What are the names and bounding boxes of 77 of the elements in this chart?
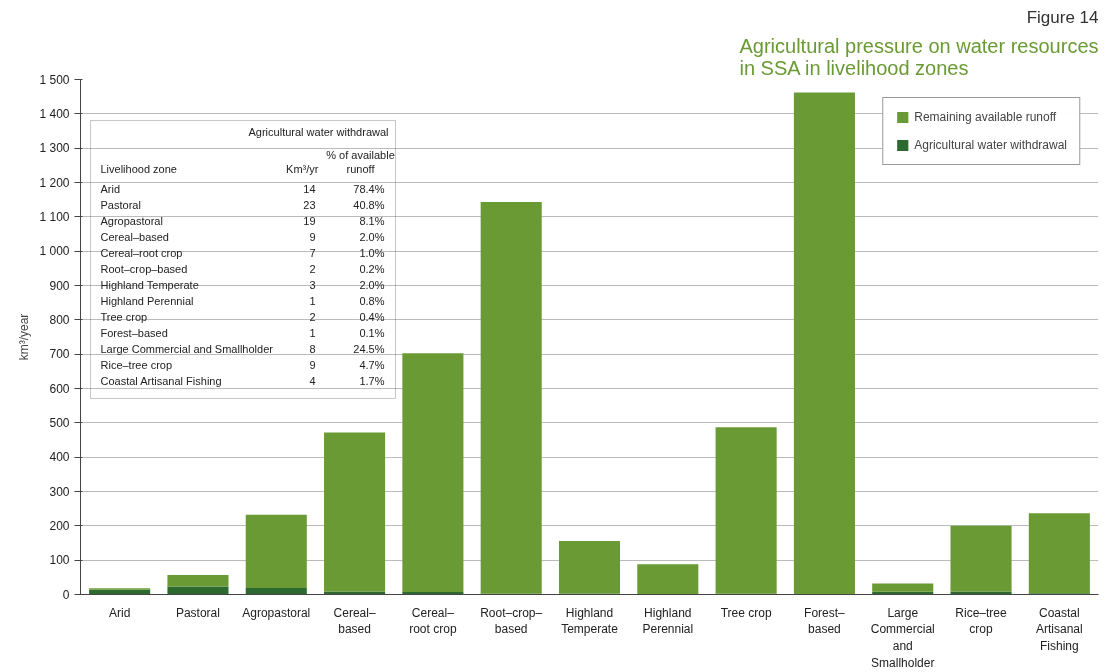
category-label: Arid [100,182,121,195]
y-tick-label: 0 [62,587,70,602]
annotation: 2.0% [359,278,385,291]
x-tick-label: Coastal Artisanal Fishing [1036,605,1083,654]
annotation: Km³/yr [286,162,319,175]
annotation: 1.7% [359,374,385,387]
annotation: 24.5% [353,342,385,355]
annotation: 8 [309,342,316,355]
category-label: Root–crop–based [100,262,188,275]
category-label: Forest–based [100,326,168,339]
y-tick-label: 500 [49,415,70,430]
x-tick-label: Cereal– root crop [409,605,457,637]
annotation: 23 [303,198,316,211]
chart-title: Agricultural pressure on water resources in SSA in livelihood zones [739,34,1099,79]
annotation: 0.2% [359,262,385,275]
x-tick-label: Agropastoral [242,605,311,620]
annotation: 19 [303,214,316,227]
annotation: 9 [309,230,316,243]
x-tick-label: Highland Temperate [561,605,619,637]
annotation: Agricultural water withdrawal [248,125,389,138]
annotation: 1.0% [359,246,385,259]
category-label: Coastal Artisanal Fishing [100,374,222,387]
category-label: Highland Temperate [100,278,199,291]
annotation: 14 [303,182,316,195]
y-axis-title: km³/year [17,313,32,361]
y-tick-label: 400 [49,450,70,465]
y-tick-label: 300 [49,484,70,499]
category-label: Cereal–root crop [100,246,183,259]
y-tick-label: 800 [49,312,70,327]
annotation: 0.8% [359,294,385,307]
x-tick-label: Rice–tree crop [955,605,1008,637]
x-tick-label: Pastoral [175,605,220,620]
annotation: % of available runoff [326,148,395,175]
y-tick-label: 900 [49,278,70,293]
y-tick-label: 1 100 [39,209,70,224]
y-tick-label: 1 500 [39,72,70,87]
annotation: 1 [309,326,316,339]
caption: Figure 14 [1026,7,1099,27]
annotation: Livelihood zone [100,162,177,175]
annotation: 9 [309,358,316,371]
x-tick-label: Forest– based [804,605,846,637]
annotation: 3 [309,278,316,291]
y-tick-label: 1 300 [39,141,70,156]
y-tick-label: 1 400 [39,106,70,121]
x-tick-label: Root–crop– based [480,605,543,637]
legend-label: Remaining available runoff [914,110,1057,124]
y-tick-label: 600 [49,381,70,396]
y-tick-label: 200 [49,518,70,533]
category-label: Highland Perennial [100,294,194,307]
x-tick-label: Tree crop [720,605,772,620]
annotation: 2 [309,310,316,323]
annotation: 2 [309,262,316,275]
category-label: Pastoral [100,198,141,211]
y-tick-label: 100 [49,553,70,568]
annotation: 0.4% [359,310,385,323]
x-tick-label: Cereal– based [333,605,376,637]
annotation: 1 [309,294,316,307]
annotation: 4 [309,374,316,387]
legend-label: Agricultural water withdrawal [914,138,1067,152]
annotation: 8.1% [359,214,385,227]
annotation: 0.1% [359,326,385,339]
y-tick-label: 1 200 [39,175,70,190]
annotation: 4.7% [359,358,385,371]
category-label: Rice–tree crop [100,358,173,371]
x-tick-label: Large Commercial and Smallholder [870,605,935,670]
category-label: Tree crop [100,310,148,323]
y-tick-label: 700 [49,347,70,362]
category-label: Agropastoral [100,214,163,227]
category-label: Cereal–based [100,230,169,243]
annotation: 40.8% [353,198,385,211]
annotation: 78.4% [353,182,385,195]
x-tick-label: Highland Perennial [642,605,694,637]
annotation: 7 [309,246,316,259]
annotation: 2.0% [359,230,385,243]
category-label: Large Commercial and Smallholder [100,342,273,355]
y-tick-label: 1 000 [39,244,70,259]
x-tick-label: Arid [108,605,131,620]
